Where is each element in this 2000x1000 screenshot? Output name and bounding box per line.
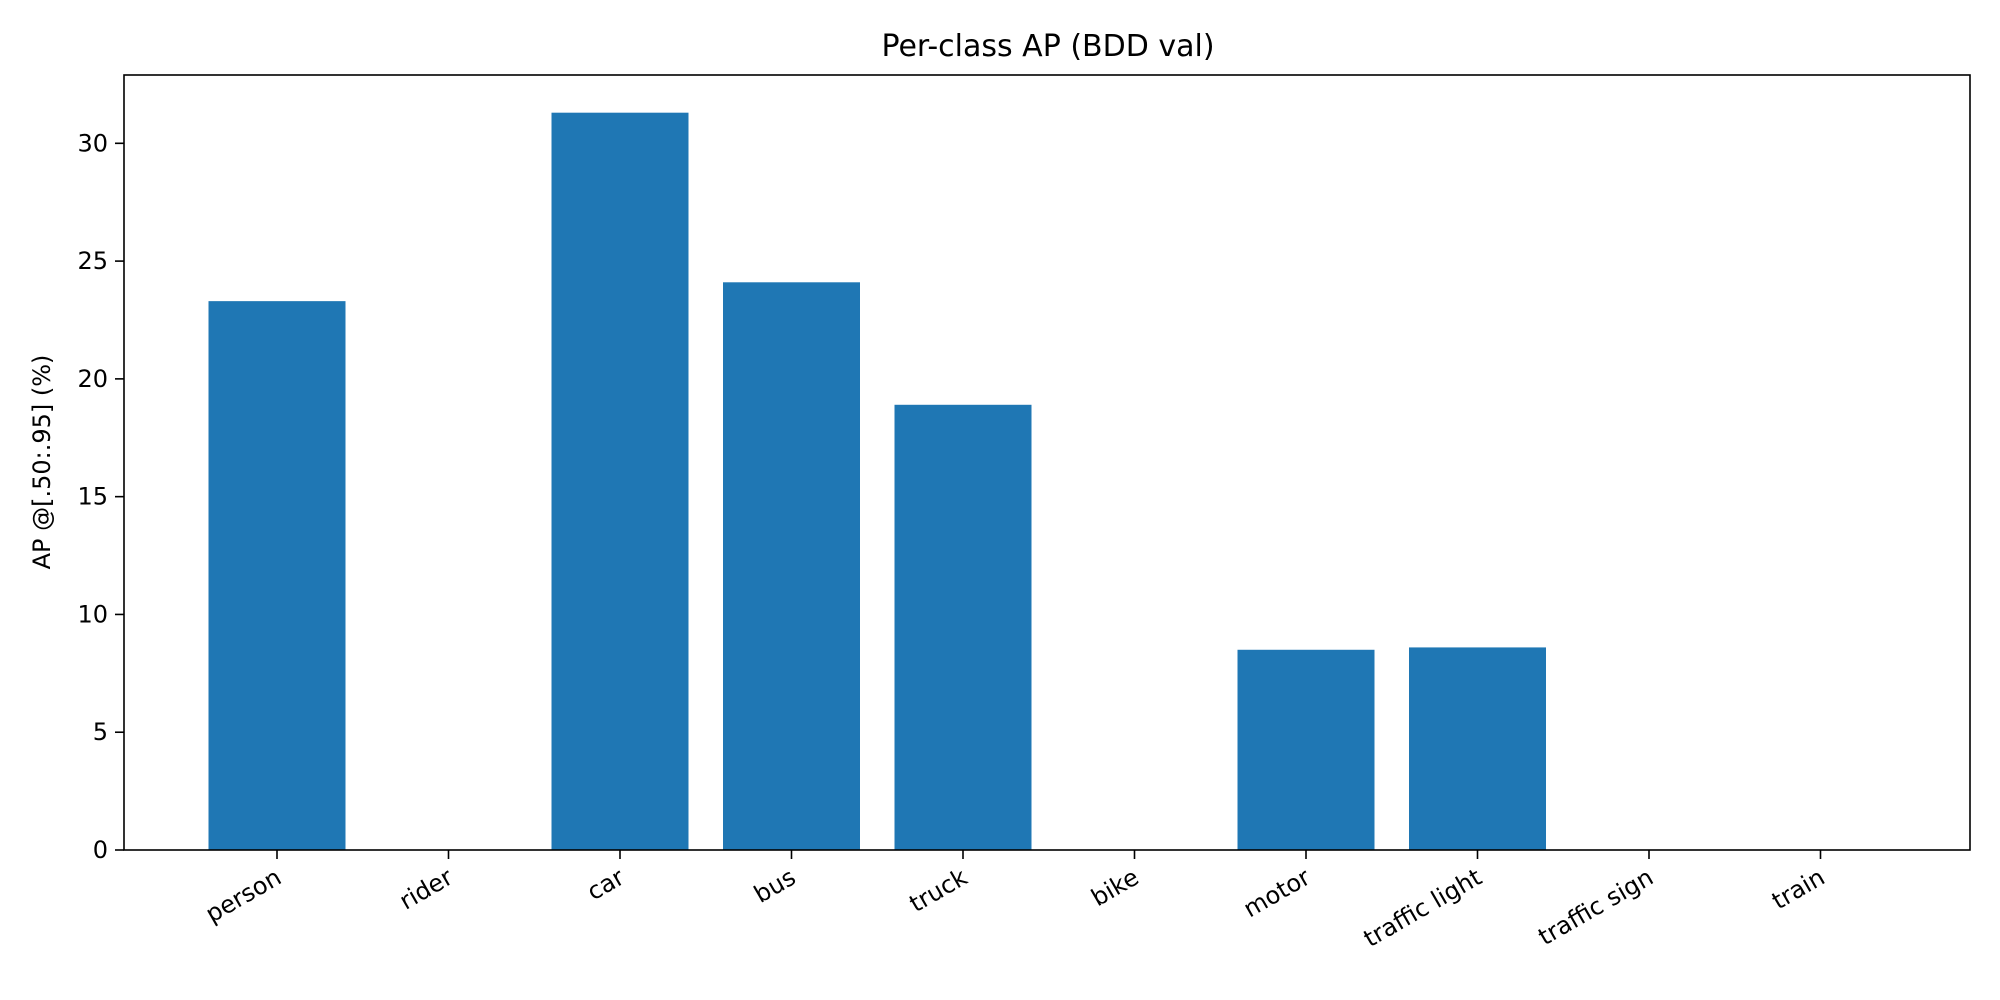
- bar-traffic-light: [1409, 647, 1546, 850]
- bar-truck: [894, 404, 1032, 850]
- x-tick-label-rider: rider: [395, 863, 458, 916]
- x-tick-label-traffic-light: traffic light: [1359, 863, 1487, 953]
- y-tick-label: 10: [77, 600, 108, 628]
- y-tick-label: 20: [77, 365, 108, 393]
- y-tick-label: 5: [93, 718, 108, 746]
- x-tick-label-truck: truck: [905, 863, 972, 918]
- y-tick-label: 0: [93, 836, 108, 864]
- x-tick-label-car: car: [582, 863, 629, 906]
- y-tick-label: 30: [77, 129, 108, 157]
- y-tick-label: 25: [77, 247, 108, 275]
- bar-car: [551, 112, 689, 851]
- bar-person: [208, 301, 346, 850]
- x-tick-label-traffic-sign: traffic sign: [1533, 863, 1658, 951]
- x-tick-label-train: train: [1767, 863, 1829, 915]
- x-tick-label-bike: bike: [1086, 863, 1143, 912]
- bar-bus: [723, 282, 860, 851]
- y-axis-label: AP @[.50:.95] (%): [28, 355, 56, 570]
- y-axis: 0 5 10 15 20 25 30: [77, 129, 124, 864]
- chart-title: Per-class AP (BDD val): [881, 29, 1214, 64]
- x-tick-label-motor: motor: [1239, 863, 1315, 923]
- y-tick-label: 15: [77, 483, 108, 511]
- plot-frame: [123, 74, 1971, 851]
- bars-group: [208, 112, 1546, 851]
- x-tick-label-bus: bus: [749, 863, 800, 909]
- x-axis: person rider car bus truck bike motor traffic l…: [201, 850, 1830, 953]
- x-tick-label-person: person: [201, 863, 286, 928]
- bar-motor: [1237, 649, 1375, 850]
